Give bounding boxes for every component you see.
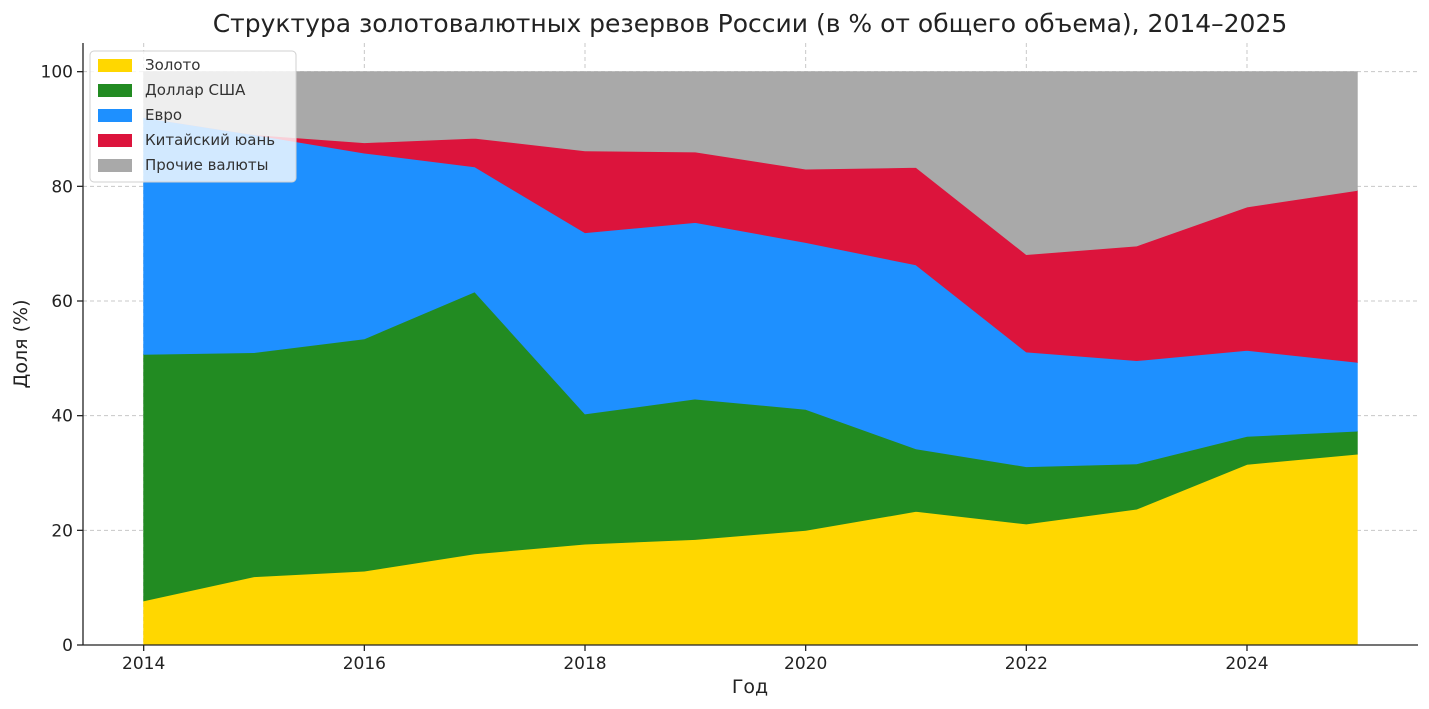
axes (82, 43, 1418, 646)
legend-label-0: Золото (145, 56, 200, 74)
legend-swatch-2 (98, 109, 132, 122)
legend-label-2: Евро (145, 106, 182, 124)
x-tick-label: 2014 (122, 654, 165, 674)
areas (143, 71, 1358, 646)
legend-box (89, 50, 297, 183)
area-series-4 (143, 71, 1358, 255)
x-tick-label: 2024 (1225, 654, 1268, 674)
x-tick-label: 2016 (343, 654, 386, 674)
y-tick-label: 40 (51, 407, 73, 427)
legend: Золото Доллар США Евро Китайский юань Прочие… (89, 50, 297, 183)
y-tick-label: 0 (62, 636, 73, 656)
x-tick-label: 2020 (784, 654, 827, 674)
legend-label-4: Прочие валюты (145, 156, 268, 174)
legend-label-3: Китайский юань (145, 131, 275, 149)
y-tick-label: 80 (51, 177, 73, 197)
y-tick-label: 100 (41, 63, 73, 83)
legend-swatch-3 (98, 134, 132, 147)
legend-swatch-4 (98, 159, 132, 172)
legend-swatch-1 (98, 84, 132, 97)
chart-title: Структура золотовалютных резервов России… (213, 9, 1288, 38)
x-tick-label: 2018 (563, 654, 606, 674)
x-tick-label: 2022 (1005, 654, 1048, 674)
ticks: 2014 2016 2018 2020 2022 2024 0 20 40 60 80 100 (41, 63, 1269, 674)
y-tick-label: 60 (51, 292, 73, 312)
legend-swatch-0 (98, 59, 132, 72)
y-tick-label: 20 (51, 521, 73, 541)
x-axis-label: Год (732, 676, 768, 698)
legend-label-1: Доллар США (145, 81, 246, 99)
y-axis-label: Доля (%) (10, 300, 32, 389)
